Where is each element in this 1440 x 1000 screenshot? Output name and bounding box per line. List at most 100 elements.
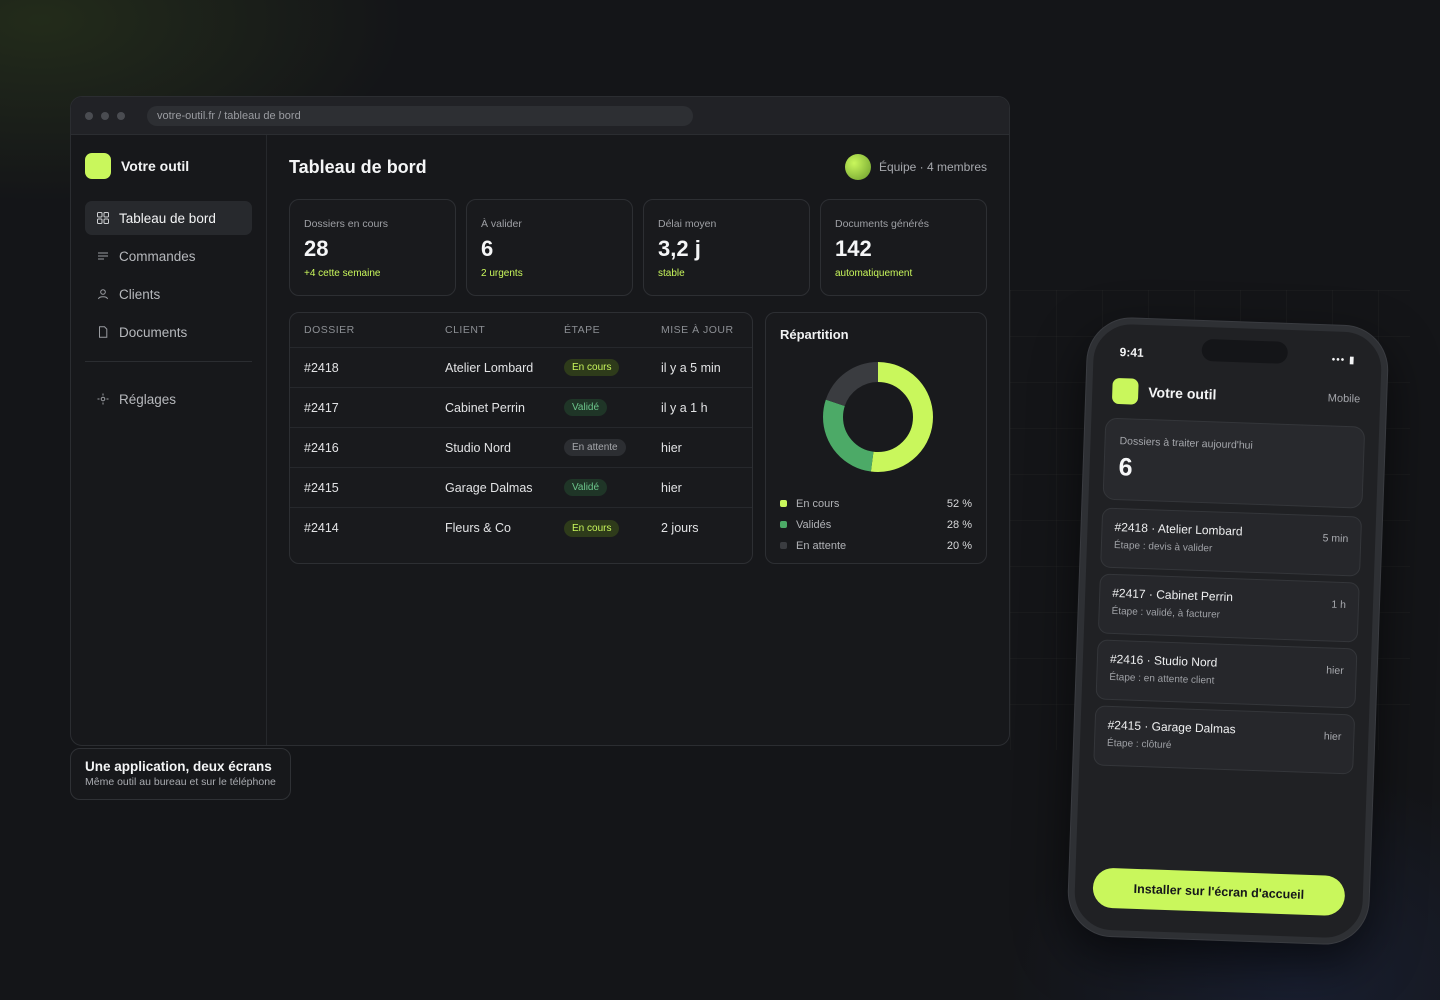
legend-swatch [780,542,787,549]
phone-kpi-card: Dossiers à traiter aujourd'hui 6 [1102,417,1366,509]
legend-value: 52 % [946,497,972,510]
phone-mockup: 9:41 ••• ▮ Votre outil Mobile Dossiers à… [1067,316,1389,946]
column-header[interactable]: MISE À JOUR [661,324,734,336]
status-badge: Validé [564,479,608,496]
cell-dossier: #2418 [304,360,339,375]
kpi-card: Délai moyen 3,2 j stable [643,199,810,296]
cell-maj: il y a 1 h [661,400,708,415]
status-time: 9:41 [1119,345,1144,360]
donut-chart [823,362,933,472]
phone-notch [1201,338,1289,364]
kpi-card: Dossiers en cours 28 +4 cette semaine [289,199,456,296]
kpi-card: À valider 6 2 urgents [466,199,633,296]
list-item[interactable]: #2417 · Cabinet Perrin Étape : validé, à… [1097,573,1360,643]
column-header[interactable]: ÉTAPE [564,324,601,336]
cell-client: Cabinet Perrin [445,400,525,415]
user-icon [98,289,108,300]
list-item-title: #2415 · Garage Dalmas [1107,717,1236,737]
sidebar-divider [85,361,252,362]
caption-subtitle: Même outil au bureau et sur le téléphone [85,776,276,788]
sidebar-item-label: Tableau de bord [119,210,216,226]
avatar [844,154,871,180]
signal-battery-icon: ••• ▮ [1331,353,1356,366]
cell-maj: 2 jours [661,521,699,535]
file-icon [99,326,108,338]
list-item-time: hier [1323,730,1342,744]
cell-dossier: #2415 [304,480,339,495]
main-content: Tableau de bord Équipe · 4 membres Dossi… [289,135,987,745]
list-item-time: 1 h [1331,598,1347,612]
cell-maj: il y a 5 min [661,360,721,375]
cell-client: Garage Dalmas [445,480,533,495]
phone-kpi-value: 6 [1118,453,1134,482]
status-badge: En cours [564,519,620,537]
legend-value: 20 % [946,539,972,552]
team-indicator[interactable]: Équipe · 4 membres [844,154,987,180]
cell-dossier: #2417 [304,400,339,415]
kpi-label: À valider [481,218,522,230]
sidebar: Votre outil Tableau de bord Commandes [71,135,267,745]
cell-client: Studio Nord [445,440,512,455]
caption-title: Une application, deux écrans [85,759,272,774]
url-bar[interactable]: votre-outil.fr / tableau de bord [147,105,693,126]
lines-icon [98,252,108,260]
kpi-sub: stable [658,268,685,279]
list-item-title: #2416 · Studio Nord [1109,651,1218,670]
window-maximize-dot[interactable] [117,111,125,120]
table-row[interactable]: #2416 Studio Nord En attente hier [290,428,752,468]
table-row[interactable]: #2418 Atelier Lombard En cours il y a 5 … [290,348,752,388]
legend-value: 28 % [946,518,972,531]
sidebar-item-commandes[interactable]: Commandes [85,239,252,273]
legend-label: En cours [796,497,840,510]
desktop-window: votre-outil.fr / tableau de bord Votre o… [70,96,1010,746]
column-header[interactable]: CLIENT [445,324,486,336]
kpi-label: Délai moyen [658,218,717,230]
table-row[interactable]: #2415 Garage Dalmas Validé hier [290,468,752,508]
status-badge: En attente [564,439,626,456]
sidebar-item-clients[interactable]: Clients [85,277,252,311]
list-item-time: 5 min [1322,532,1349,546]
kpi-sub: automatiquement [835,268,913,279]
window-minimize-dot[interactable] [101,111,109,120]
phone-brand-name: Votre outil [1148,384,1217,403]
cell-maj: hier [661,440,682,455]
install-button[interactable]: Installer sur l'écran d'accueil [1092,867,1346,917]
status-badge: En cours [564,359,620,376]
kpi-label: Dossiers en cours [304,218,389,230]
cell-client: Fleurs & Co [445,521,511,535]
table-row[interactable]: #2414 Fleurs & Co En cours 2 jours [290,508,752,548]
kpi-row: Dossiers en cours 28 +4 cette semaine À … [289,199,987,296]
sidebar-item-reglages[interactable]: Réglages [85,382,252,416]
list-item[interactable]: #2416 · Studio Nord Étape : en attente c… [1095,639,1358,709]
page-title: Tableau de bord [289,156,427,177]
sidebar-item-label: Réglages [119,391,177,407]
kpi-sub: +4 cette semaine [304,268,381,279]
browser-titlebar: votre-outil.fr / tableau de bord [71,97,1009,135]
legend-swatch [780,500,787,507]
kpi-value: 28 [304,236,329,261]
list-item-title: #2417 · Cabinet Perrin [1112,585,1234,605]
sidebar-item-label: Clients [119,286,161,302]
kpi-value: 6 [481,236,494,261]
donut-segment-1 [823,362,933,472]
brand-logo [85,153,111,179]
phone-kpi-label: Dossiers à traiter aujourd'hui [1119,435,1254,452]
kpi-sub: 2 urgents [481,268,523,279]
repartition-card: Répartition En cours 52 % Validés 28 % [765,312,987,564]
list-item[interactable]: #2418 · Atelier Lombard Étape : devis à … [1100,507,1363,577]
window-close-dot[interactable] [85,111,93,120]
sidebar-item-dashboard[interactable]: Tableau de bord [85,201,252,235]
list-item[interactable]: #2415 · Garage Dalmas Étape : clôturé hi… [1093,705,1356,775]
column-header[interactable]: DOSSIER [304,324,355,336]
table-row[interactable]: #2417 Cabinet Perrin Validé il y a 1 h [290,388,752,428]
sidebar-item-documents[interactable]: Documents [85,315,252,349]
brand[interactable]: Votre outil [85,153,252,179]
legend-swatch [780,521,787,528]
status-badge: Validé [564,399,608,416]
gear-icon [97,393,109,405]
sidebar-item-label: Documents [119,324,188,340]
brand-logo [1111,377,1139,405]
phone-tag: Mobile [1327,392,1361,406]
cell-maj: hier [661,480,682,495]
team-label: Équipe · 4 membres [878,160,987,174]
